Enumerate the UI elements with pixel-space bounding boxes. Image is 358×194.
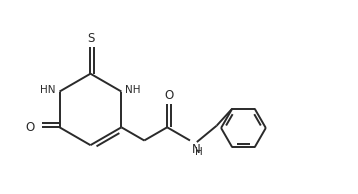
Text: N: N bbox=[192, 143, 200, 156]
Text: NH: NH bbox=[125, 85, 141, 95]
Text: O: O bbox=[165, 88, 174, 101]
Text: H: H bbox=[195, 147, 203, 157]
Text: HN: HN bbox=[40, 85, 56, 95]
Text: O: O bbox=[25, 121, 35, 134]
Text: S: S bbox=[87, 32, 94, 45]
